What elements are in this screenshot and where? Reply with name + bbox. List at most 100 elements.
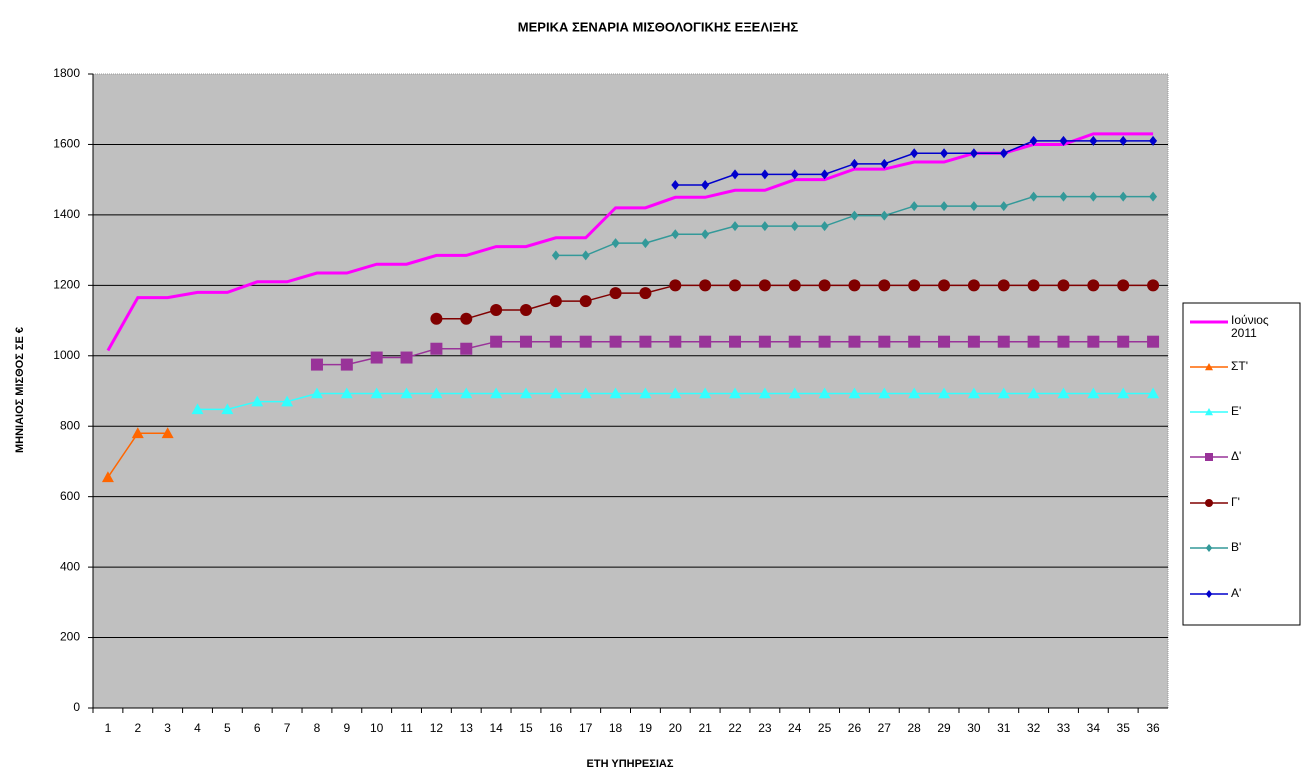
marker: [1205, 544, 1213, 552]
marker: [820, 221, 829, 232]
marker: [1029, 191, 1038, 202]
x-tick-label: 31: [997, 721, 1011, 735]
marker: [1057, 335, 1070, 348]
marker: [1149, 135, 1158, 146]
x-tick-label: 8: [314, 721, 321, 735]
marker: [1117, 335, 1130, 348]
marker: [1027, 279, 1040, 292]
y-tick-label: 600: [60, 489, 80, 503]
x-tick-label: 18: [609, 721, 623, 735]
x-tick-label: 32: [1027, 721, 1041, 735]
marker: [969, 201, 978, 212]
x-tick-label: 16: [549, 721, 563, 735]
x-tick-label: 27: [878, 721, 892, 735]
x-tick-label: 11: [400, 721, 413, 735]
plot-area: [92, 73, 1169, 709]
marker: [1117, 387, 1130, 399]
marker: [131, 427, 144, 439]
marker: [1117, 279, 1130, 292]
marker: [908, 335, 921, 348]
legend-label: Γ': [1231, 495, 1240, 509]
x-tick-label: 15: [519, 721, 533, 735]
y-axis-label: ΜΗΝΙΑΙΟΣ ΜΙΣΘΟΣ ΣΕ €: [14, 327, 26, 453]
x-tick-label: 30: [967, 721, 981, 735]
marker: [1027, 335, 1040, 348]
y-tick-label: 1600: [53, 137, 80, 151]
x-tick-label: 33: [1057, 721, 1071, 735]
x-tick-label: 14: [489, 721, 503, 735]
x-tick-label: 6: [254, 721, 261, 735]
marker: [251, 395, 264, 407]
marker: [1149, 191, 1158, 202]
x-tick-label: 2: [134, 721, 141, 735]
marker: [101, 471, 114, 483]
marker: [460, 387, 473, 399]
marker: [790, 169, 799, 180]
x-tick-label: 13: [460, 721, 474, 735]
marker: [999, 201, 1008, 212]
x-tick-label: 21: [698, 721, 712, 735]
marker: [967, 387, 980, 399]
marker: [878, 335, 891, 348]
marker: [729, 335, 742, 348]
marker: [490, 335, 503, 348]
marker: [579, 335, 592, 348]
y-tick-label: 200: [60, 630, 80, 644]
legend-label: Β': [1231, 540, 1242, 554]
marker: [310, 358, 323, 371]
marker: [609, 387, 622, 399]
marker: [1059, 191, 1068, 202]
marker: [938, 335, 951, 348]
marker: [818, 335, 831, 348]
x-tick-label: 7: [284, 721, 291, 735]
x-tick-label: 20: [669, 721, 683, 735]
marker: [549, 295, 562, 308]
y-tick-label: 1800: [53, 66, 80, 80]
x-tick-label: 22: [728, 721, 742, 735]
marker: [967, 335, 980, 348]
legend-box: [1182, 302, 1301, 626]
x-tick-label: 24: [788, 721, 802, 735]
marker: [790, 221, 799, 232]
marker: [731, 169, 740, 180]
x-tick-label: 19: [639, 721, 653, 735]
marker: [880, 210, 889, 221]
legend-label: Ιούνιος 2011: [1231, 313, 1269, 340]
marker: [669, 335, 682, 348]
marker: [1027, 387, 1040, 399]
x-tick-label: 23: [758, 721, 772, 735]
x-tick-label: 10: [370, 721, 384, 735]
marker: [400, 387, 413, 399]
marker: [1057, 279, 1070, 292]
marker: [999, 148, 1008, 159]
marker: [940, 201, 949, 212]
x-tick-label: 26: [848, 721, 862, 735]
marker: [731, 221, 740, 232]
marker: [848, 387, 861, 399]
marker: [729, 387, 742, 399]
marker: [729, 279, 742, 292]
marker: [850, 210, 859, 221]
y-tick-label: 1000: [53, 348, 80, 362]
x-tick-label: 5: [224, 721, 231, 735]
marker: [1059, 135, 1068, 146]
marker: [848, 279, 861, 292]
marker: [760, 221, 769, 232]
marker: [1089, 191, 1098, 202]
x-tick-label: 9: [343, 721, 350, 735]
marker: [938, 279, 951, 292]
y-tick-label: 800: [60, 418, 80, 432]
marker: [519, 387, 532, 399]
marker: [671, 229, 680, 240]
marker: [581, 250, 590, 261]
marker: [340, 387, 353, 399]
marker: [850, 158, 859, 169]
marker: [788, 279, 801, 292]
marker: [400, 351, 413, 364]
marker: [671, 179, 680, 190]
y-tick-label: 0: [73, 700, 80, 714]
x-tick-label: 28: [908, 721, 922, 735]
legend-label: ΣΤ': [1231, 359, 1249, 373]
marker: [669, 387, 682, 399]
